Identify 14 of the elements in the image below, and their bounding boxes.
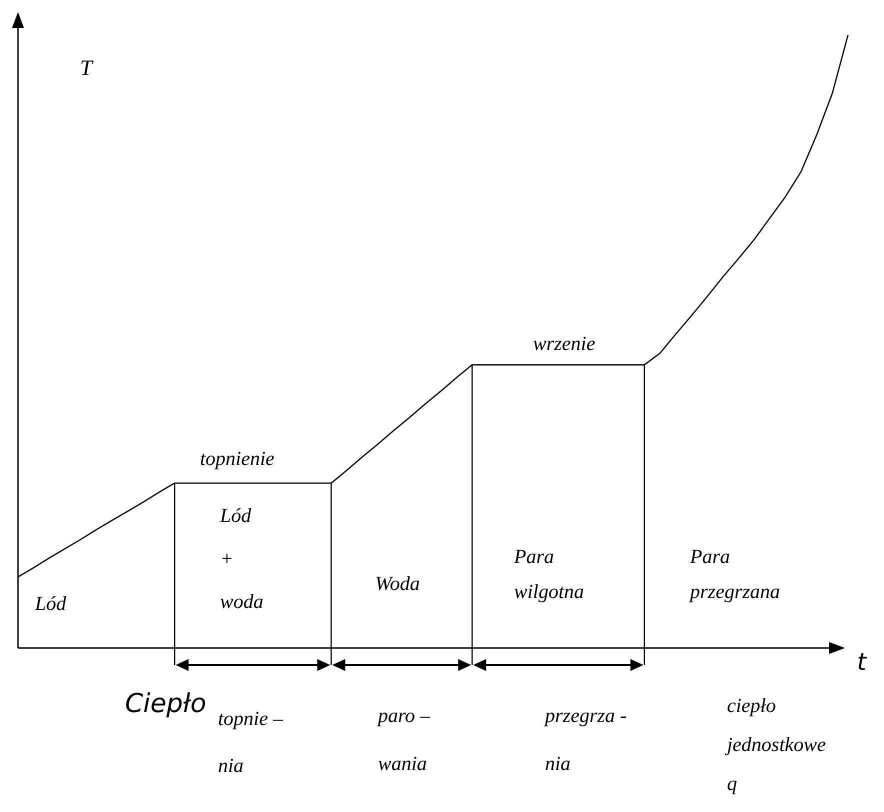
annotation: Woda [375,573,420,595]
y-axis-title: T [80,55,94,80]
text: topnie – nia [218,708,283,777]
text: ciepło jednostkowe q [724,695,826,795]
annotation: Lód + woda [219,505,264,613]
annotation: wrzenie [533,333,596,355]
x-axis-title: t [857,648,868,676]
annotation: Lód [34,593,68,615]
text: przegrza - nia [545,705,627,775]
annotation: Para wilgotna [513,546,584,603]
annotation: Para przegrzana [688,546,780,603]
annotation: topnienie [200,448,275,470]
text: Ciepło [125,689,206,719]
text: paro – wania [378,705,430,775]
